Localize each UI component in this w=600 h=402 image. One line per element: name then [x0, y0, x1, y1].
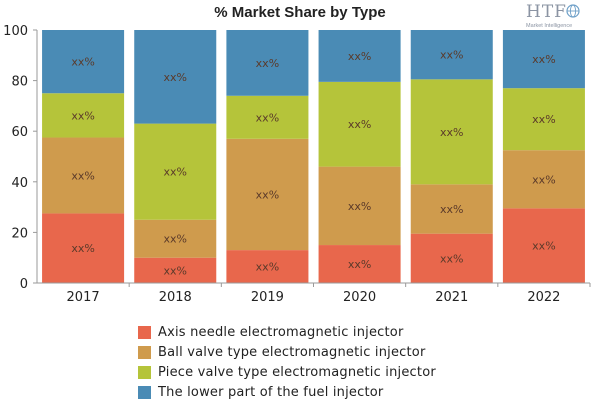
x-tick-label: 2022: [527, 290, 560, 305]
x-tick-label: 2017: [67, 290, 100, 305]
legend-swatch: [138, 385, 151, 399]
bar-segment: [42, 213, 125, 283]
y-tick-label: 60: [11, 125, 28, 140]
globe-icon: [566, 4, 580, 18]
bar-segment: [410, 30, 493, 80]
bar-segment: [134, 123, 217, 220]
bar-data-label: xx%: [348, 50, 371, 63]
logo-tagline: Market Intelligence: [526, 23, 573, 29]
bar-segment: [318, 245, 401, 283]
chart-title: % Market Share by Type: [214, 4, 386, 21]
bar-segment: [318, 81, 401, 167]
bar-data-label: xx%: [532, 173, 555, 186]
bar-segment: [42, 93, 125, 138]
bar-data-label: xx%: [71, 169, 94, 182]
bar-segment: [502, 150, 585, 209]
bar-segment: [226, 250, 309, 283]
y-tick-label: 20: [11, 226, 28, 241]
bar-data-label: xx%: [348, 258, 371, 271]
legend-item: Axis needle electromagnetic injector: [138, 322, 436, 342]
bar-data-label: xx%: [71, 109, 94, 122]
bar-segment: [410, 79, 493, 185]
bar-segment: [226, 30, 309, 96]
bar-data-label: xx%: [164, 264, 187, 277]
legend-swatch: [138, 345, 151, 359]
bar-segment: [42, 30, 125, 94]
bar-data-label: xx%: [256, 111, 279, 124]
legend-label: The lower part of the fuel injector: [158, 384, 384, 400]
bar-data-label: xx%: [71, 56, 94, 69]
chart-legend: Axis needle electromagnetic injector Ball…: [138, 322, 436, 402]
bar-data-label: xx%: [164, 71, 187, 84]
bar-segment: [410, 184, 493, 234]
legend-label: Axis needle electromagnetic injector: [158, 324, 404, 340]
x-tick-label: 2021: [435, 290, 468, 305]
bar-data-label: xx%: [256, 261, 279, 274]
bar-data-label: xx%: [164, 166, 187, 179]
bar-data-label: xx%: [164, 233, 187, 246]
bar-segment: [226, 95, 309, 139]
bar-data-label: xx%: [348, 200, 371, 213]
bar-segment: [318, 30, 401, 82]
x-tick-label: 2019: [251, 290, 284, 305]
x-tick-label: 2020: [343, 290, 376, 305]
bar-data-label: xx%: [440, 126, 463, 139]
bar-data-label: xx%: [532, 113, 555, 126]
bar-data-label: xx%: [256, 57, 279, 70]
htf-logo: HTF Market Intelligence: [522, 2, 584, 34]
bar-segment: [502, 208, 585, 283]
y-tick-label: 40: [11, 176, 28, 191]
legend-swatch: [138, 325, 151, 339]
logo-letters: HTF: [526, 2, 567, 22]
legend-swatch: [138, 365, 151, 379]
bar-segment: [502, 88, 585, 151]
bar-data-label: xx%: [532, 240, 555, 253]
legend-item: The lower part of the fuel injector: [138, 382, 436, 402]
bar-data-label: xx%: [71, 242, 94, 255]
bar-segment: [502, 30, 585, 89]
bar-data-label: xx%: [532, 53, 555, 66]
bar-data-label: xx%: [440, 203, 463, 216]
legend-label: Piece valve type electromagnetic injecto…: [158, 364, 436, 380]
legend-item: Piece valve type electromagnetic injecto…: [138, 362, 436, 382]
bar-segment: [226, 138, 309, 251]
legend-item: Ball valve type electromagnetic injector: [138, 342, 436, 362]
stacked-bar-chart: 0 20 40 60 80 100 xx% xx% xx% xx% 2017 xx% xx% xx% xx%…: [3, 24, 591, 305]
bar-segment: [134, 30, 217, 124]
y-tick-label: 0: [20, 277, 28, 292]
bar-data-label: xx%: [440, 252, 463, 265]
bar-segment: [134, 257, 217, 283]
x-tick-label: 2018: [159, 290, 192, 305]
bar-segment: [42, 137, 125, 214]
bar-segment: [410, 233, 493, 283]
y-tick-label: 100: [3, 24, 28, 39]
bar-data-label: xx%: [256, 188, 279, 201]
y-tick-label: 80: [11, 75, 28, 90]
legend-label: Ball valve type electromagnetic injector: [158, 344, 426, 360]
bar-data-label: xx%: [348, 118, 371, 131]
bar-segment: [134, 219, 217, 258]
bar-data-label: xx%: [440, 49, 463, 62]
bar-segment: [318, 166, 401, 246]
